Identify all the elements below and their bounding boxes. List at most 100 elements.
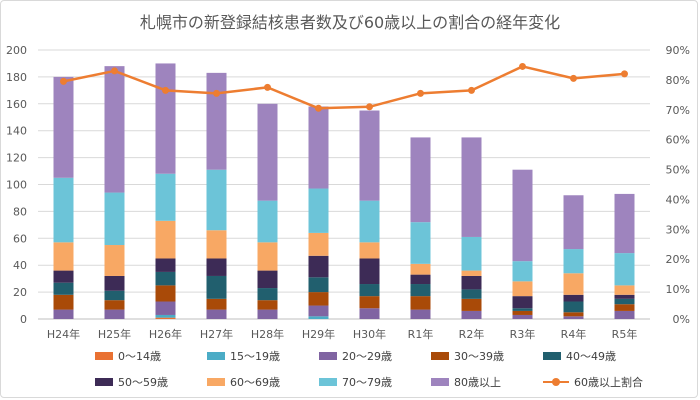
x-tick-label: H26年 xyxy=(149,327,182,341)
bar-segment xyxy=(359,110,380,201)
legend-item: 0～14歳 xyxy=(95,348,207,364)
bar-segment xyxy=(461,289,482,299)
bar-segment xyxy=(512,308,533,311)
bar-segment xyxy=(461,310,482,319)
bar-segment xyxy=(563,273,584,295)
bar-segment xyxy=(104,245,125,276)
bar-segment xyxy=(155,173,176,221)
legend-swatch xyxy=(319,352,337,360)
y-tick-label: 180 xyxy=(6,71,27,84)
bar-segment xyxy=(461,236,482,271)
legend-item: 70～79歳 xyxy=(319,374,431,390)
bar-segment xyxy=(614,298,635,305)
bar-segment xyxy=(53,76,74,178)
bar-segment xyxy=(257,270,278,289)
bar-segment xyxy=(155,314,176,318)
bar-segment xyxy=(512,314,533,319)
legend-item: 80歳以上 xyxy=(431,374,543,390)
legend-label: 70～79歳 xyxy=(342,376,392,389)
bar-segment xyxy=(410,274,431,285)
bar-segment xyxy=(461,270,482,276)
chart-title: 札幌市の新登録結核患者数及び60歳以上の割合の経年変化 xyxy=(140,13,560,32)
line-point xyxy=(366,103,373,111)
bar-segment xyxy=(206,275,227,299)
legend-label: 60歳以上割合 xyxy=(574,376,643,389)
line-point xyxy=(162,86,169,94)
legend-label: 0～14歳 xyxy=(118,350,161,363)
bar-segment xyxy=(53,294,74,310)
x-tick-label: H25年 xyxy=(98,327,131,341)
x-tick-label: R4年 xyxy=(561,327,587,341)
bar-segment xyxy=(206,230,227,259)
legend: 0～14歳 15～19歳 20～29歳 30～39歳 40～49歳 50～59歳 60～69… xyxy=(95,348,655,390)
bar-segment xyxy=(563,195,584,250)
legend-label: 80歳以上 xyxy=(454,376,501,389)
bar-segment xyxy=(155,285,176,302)
x-tick-label: R2年 xyxy=(459,327,485,341)
y2-tick-label: 30% xyxy=(666,223,690,236)
legend-item: 20～29歳 xyxy=(319,348,431,364)
x-tick-label: H29年 xyxy=(302,327,335,341)
y2-tick-label: 60% xyxy=(666,134,690,147)
bar-segment xyxy=(563,312,584,317)
legend-item: 60～69歳 xyxy=(207,374,319,390)
bar-segment xyxy=(53,309,74,319)
bar-segment xyxy=(257,309,278,319)
legend-label: 15～19歳 xyxy=(230,350,280,363)
bar-segment xyxy=(359,258,380,285)
legend-label: 20～29歳 xyxy=(342,350,392,363)
line-point xyxy=(213,89,220,97)
y2-tick-label: 70% xyxy=(666,104,690,117)
x-tick-label: R1年 xyxy=(408,327,434,341)
y-tick-label: 80 xyxy=(13,205,27,218)
bar-segment xyxy=(257,300,278,310)
bar-segment xyxy=(512,261,533,282)
legend-swatch xyxy=(95,378,113,386)
bar-segment xyxy=(614,253,635,286)
legend-swatch xyxy=(543,352,561,360)
legend-item: 50～59歳 xyxy=(95,374,207,390)
line-point xyxy=(60,77,67,85)
y-tick-label: 20 xyxy=(13,286,27,299)
legend-item: 40～49歳 xyxy=(543,348,655,364)
bar-segment xyxy=(308,292,329,306)
bar-segment xyxy=(563,301,584,313)
bar-segment xyxy=(410,263,431,275)
bar-segment xyxy=(206,72,227,170)
line-point xyxy=(570,74,577,82)
legend-swatch xyxy=(431,378,449,386)
bar-segment xyxy=(410,222,431,264)
x-tick-label: H27年 xyxy=(200,327,233,341)
bar-segment xyxy=(104,290,125,301)
y-tick-label: 100 xyxy=(6,179,27,192)
bar-segment xyxy=(155,63,176,174)
bar-segment xyxy=(155,301,176,315)
bar-segment xyxy=(614,294,635,299)
legend-item: 60歳以上割合 xyxy=(543,374,655,390)
line-point xyxy=(519,62,526,70)
bar-segment xyxy=(563,249,584,274)
bar-segment xyxy=(53,270,74,283)
y-tick-label: 60 xyxy=(13,232,27,245)
y-tick-label: 0 xyxy=(20,313,27,326)
legend-label: 30～39歳 xyxy=(454,350,504,363)
bar-segment xyxy=(461,298,482,311)
bar-segment xyxy=(53,177,74,243)
x-tick-label: H30年 xyxy=(353,327,386,341)
bar-segment xyxy=(257,103,278,201)
bar-segment xyxy=(104,192,125,246)
bar-segment xyxy=(359,242,380,259)
legend-label: 60～69歳 xyxy=(230,376,280,389)
line-point xyxy=(111,67,118,75)
bar-segment xyxy=(155,317,176,319)
bar-segment xyxy=(614,304,635,311)
bar-segment xyxy=(512,281,533,297)
bar-segment xyxy=(410,296,431,310)
line-series-60plus xyxy=(63,65,625,110)
x-tick-label: R5年 xyxy=(612,327,638,341)
bar-segment xyxy=(359,284,380,297)
y-tick-label: 40 xyxy=(13,259,27,272)
y-tick-label: 160 xyxy=(6,98,27,111)
y2-tick-label: 20% xyxy=(666,253,690,266)
